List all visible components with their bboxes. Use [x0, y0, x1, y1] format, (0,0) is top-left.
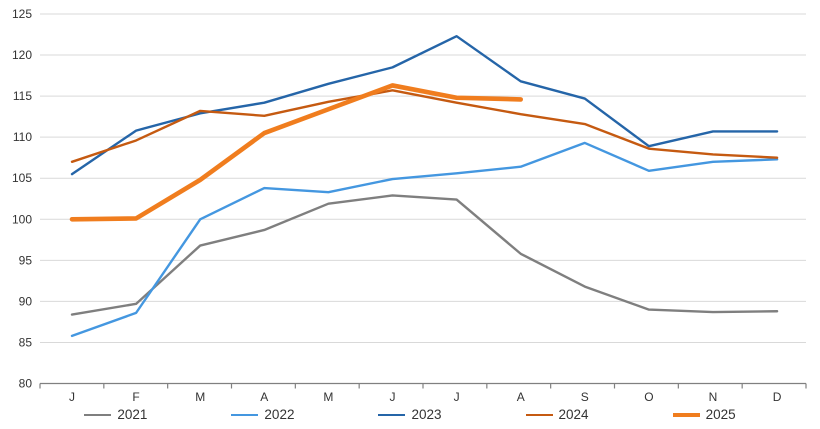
legend-label: 2023 [411, 407, 442, 423]
y-tick-label: 80 [19, 377, 33, 391]
x-tick-label: S [581, 390, 589, 404]
y-tick-label: 95 [19, 253, 33, 267]
series-line-2022 [70, 141, 779, 338]
x-tick-label: M [323, 390, 333, 404]
x-tick-label: O [644, 390, 653, 404]
price-index-line-chart: 80 85 90 95 100 105 110 115 120 125 J F M A M J J A S O N D [12, 7, 807, 404]
legend-item-2024: 2024 [525, 407, 589, 423]
y-tick-label: 120 [12, 48, 32, 62]
x-tick-label: M [195, 390, 205, 404]
y-tick-label: 85 [19, 335, 33, 349]
legend-label: 2024 [558, 407, 589, 423]
series-line-2024 [70, 89, 779, 164]
series-line-2023 [70, 34, 779, 176]
line-swatch-icon [378, 413, 406, 417]
x-tick-label: A [260, 390, 268, 404]
line-swatch-icon [672, 412, 700, 418]
legend-item-2025: 2025 [672, 407, 736, 423]
chart-legend: 2021 2022 2023 2024 2025 [0, 403, 820, 427]
series-line-2021 [70, 194, 779, 316]
y-tick-label: 125 [12, 7, 32, 21]
line-swatch-icon [231, 413, 259, 417]
legend-item-2023: 2023 [378, 407, 442, 423]
x-tick-label: J [69, 390, 75, 404]
y-tick-label: 90 [19, 294, 33, 308]
legend-label: 2025 [705, 407, 736, 423]
x-tick-label: F [132, 390, 139, 404]
legend-label: 2021 [117, 407, 148, 423]
legend-item-2021: 2021 [84, 408, 147, 422]
line-swatch-icon [84, 413, 112, 417]
y-tick-label: 115 [13, 89, 32, 103]
x-tick-label: A [517, 390, 525, 404]
legend-label: 2022 [264, 407, 295, 423]
line-swatch-icon [525, 413, 553, 417]
x-tick-label: D [773, 390, 782, 404]
x-tick-label: J [454, 390, 460, 404]
y-tick-label: 105 [12, 171, 32, 185]
x-tick-label: J [390, 390, 396, 404]
x-tick-label: N [709, 390, 718, 404]
legend-item-2022: 2022 [231, 408, 294, 422]
y-tick-label: 100 [12, 212, 32, 226]
y-tick-label: 110 [13, 130, 32, 144]
series-line-2025 [69, 83, 524, 222]
